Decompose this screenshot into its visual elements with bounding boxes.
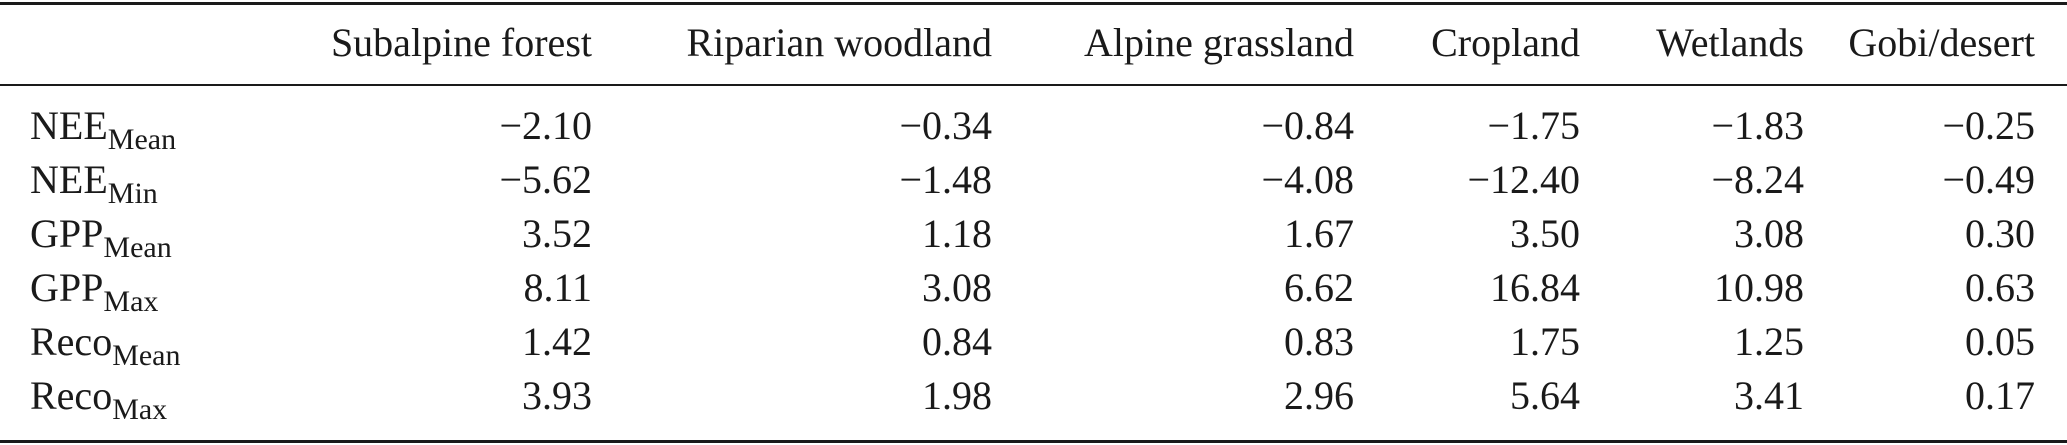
column-header: Alpine grassland [1084, 19, 1354, 65]
table-cell: 1.25 [1734, 318, 1804, 364]
table-row: RecoMean 1.42 0.84 0.83 1.75 1.25 0.05 [0, 314, 2067, 371]
row-label-subscript: Mean [107, 122, 177, 156]
table-cell: −1.48 [899, 156, 992, 202]
table-cell: 5.64 [1510, 372, 1580, 418]
table-bottom-rule [0, 440, 2067, 443]
table-cell: 0.30 [1965, 210, 2035, 256]
table-cell: 0.05 [1965, 318, 2035, 364]
column-header: Wetlands [1656, 19, 1804, 65]
row-label: NEEMean [0, 98, 210, 155]
table-header-rule [0, 84, 2067, 86]
table-cell: 0.83 [1284, 318, 1354, 364]
table-cell: 3.93 [522, 372, 592, 418]
table-cell: −0.84 [1261, 102, 1354, 148]
table-cell: −0.49 [1942, 156, 2035, 202]
table-cell: −0.34 [899, 102, 992, 148]
table-body: NEEMean −2.10 −0.34 −0.84 −1.75 −1.83 −0… [0, 84, 2067, 425]
table-row: GPPMax 8.11 3.08 6.62 16.84 10.98 0.63 [0, 260, 2067, 317]
table-cell: 0.17 [1965, 372, 2035, 418]
table-cell: −12.40 [1467, 156, 1580, 202]
row-label-main: Reco [30, 372, 113, 418]
table-row: NEEMin −5.62 −1.48 −4.08 −12.40 −8.24 −0… [0, 152, 2067, 209]
column-header: Riparian woodland [686, 19, 993, 65]
table-cell: −1.75 [1487, 102, 1580, 148]
row-label: NEEMin [0, 152, 210, 209]
row-label-main: GPP [30, 210, 104, 256]
row-label-subscript: Min [107, 176, 158, 210]
table-cell: 6.62 [1284, 264, 1354, 310]
column-header: Cropland [1431, 19, 1580, 65]
table-cell: 3.50 [1510, 210, 1580, 256]
table-cell: 3.52 [522, 210, 592, 256]
table-cell: 0.63 [1965, 264, 2035, 310]
header-row: Subalpine forest Riparian woodland Alpin… [0, 0, 2067, 84]
row-label-subscript: Mean [103, 230, 172, 264]
table-cell: 1.75 [1510, 318, 1580, 364]
table-row: RecoMax 3.93 1.98 2.96 5.64 3.41 0.17 [0, 368, 2067, 425]
table-cell: −2.10 [499, 102, 592, 148]
table-cell: −8.24 [1711, 156, 1804, 202]
table-header: Subalpine forest Riparian woodland Alpin… [0, 0, 2067, 84]
table-cell: 16.84 [1490, 264, 1580, 310]
column-header: Gobi/desert [1848, 19, 2035, 65]
row-label-subscript: Max [103, 284, 159, 318]
row-label-subscript: Max [112, 392, 168, 426]
table-cell: −5.62 [499, 156, 592, 202]
table-cell: 0.84 [922, 318, 992, 364]
table-cell: −1.83 [1711, 102, 1804, 148]
table-cell: 3.08 [1734, 210, 1804, 256]
column-header: Subalpine forest [330, 19, 592, 65]
table-cell: −4.08 [1261, 156, 1354, 202]
row-label-main: Reco [30, 318, 113, 364]
table-top-rule [0, 2, 2067, 5]
table-cell: 2.96 [1284, 372, 1354, 418]
row-label-subscript: Mean [112, 338, 181, 372]
table-row: GPPMean 3.52 1.18 1.67 3.50 3.08 0.30 [0, 206, 2067, 263]
table-cell: 1.67 [1284, 210, 1354, 256]
table-cell: −0.25 [1942, 102, 2035, 148]
header-corner-cell [0, 0, 210, 84]
table-cell: 3.41 [1734, 372, 1804, 418]
row-label: RecoMax [0, 368, 210, 425]
row-label: RecoMean [0, 314, 210, 371]
table-cell: 8.11 [523, 264, 592, 310]
table-cell: 1.42 [522, 318, 592, 364]
row-label-main: NEE [30, 102, 108, 148]
row-label: GPPMax [0, 260, 210, 317]
row-label-main: GPP [30, 264, 104, 310]
table-cell: 10.98 [1714, 264, 1804, 310]
table-cell: 3.08 [922, 264, 992, 310]
row-label-main: NEE [30, 156, 108, 202]
table-cell: 1.18 [922, 210, 992, 256]
table-cell: 1.98 [922, 372, 992, 418]
table-row: NEEMean −2.10 −0.34 −0.84 −1.75 −1.83 −0… [0, 98, 2067, 155]
data-table: Subalpine forest Riparian woodland Alpin… [0, 0, 2067, 425]
row-label: GPPMean [0, 206, 210, 263]
